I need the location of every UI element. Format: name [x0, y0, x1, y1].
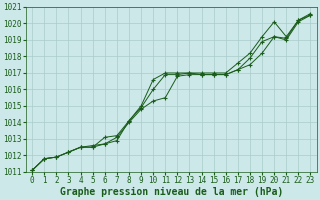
X-axis label: Graphe pression niveau de la mer (hPa): Graphe pression niveau de la mer (hPa) — [60, 186, 283, 197]
